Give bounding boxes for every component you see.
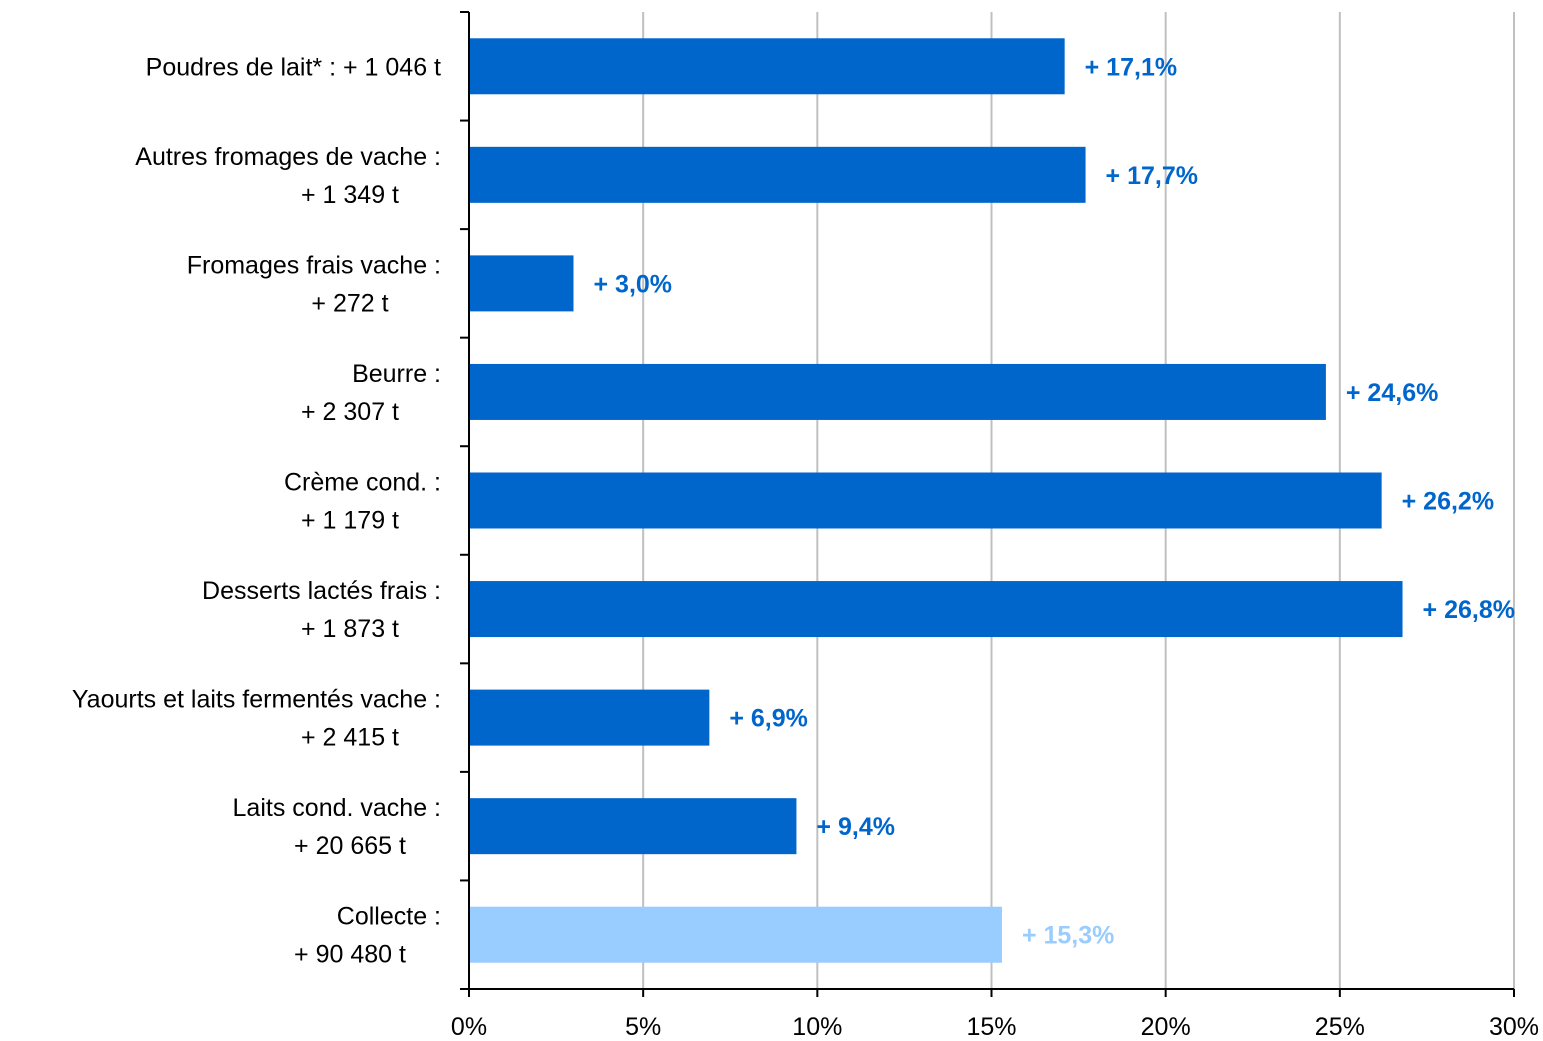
bar [470,146,1086,203]
x-tick-label: 0% [451,1013,487,1041]
axes [460,11,1515,997]
category-label-line: + 90 480 t [294,941,406,969]
category-label-line: + 272 t [311,289,388,317]
category-label-line: + 1 873 t [301,615,399,643]
bar [470,798,797,855]
category-label-line: + 1 349 t [301,181,399,209]
x-tick-label: 15% [966,1013,1016,1041]
data-label: + 17,1% [1085,53,1177,81]
bar [470,363,1326,420]
data-label: + 9,4% [816,813,895,841]
category-label-line: + 20 665 t [294,832,406,860]
category-label-line: Crème cond. : [284,469,441,497]
bar [470,906,1002,963]
category-label-line: + 2 415 t [301,724,399,752]
category-label-line: Autres fromages de vache : [135,143,441,171]
x-tick-label: 30% [1489,1013,1539,1041]
category-label-line: Yaourts et laits fermentés vache : [72,686,441,714]
category-label-line: Collecte : [337,903,441,931]
x-tick-label: 20% [1141,1013,1191,1041]
category-label: Desserts lactés frais : + 1 873 t [202,577,441,643]
data-label: + 3,0% [594,270,673,298]
category-label: Crème cond. : + 1 179 t [284,469,441,535]
data-label: + 17,7% [1106,162,1198,190]
data-label: + 15,3% [1022,922,1114,950]
x-tick-label: 5% [625,1013,661,1041]
labels: 0% 5% 10% 15% 20% 25% 30% + 17,1% Poudres de lai… [72,53,1539,1041]
bar [470,581,1403,638]
category-label-line: Desserts lactés frais : [202,577,441,605]
data-label: + 26,2% [1402,488,1494,516]
bar [470,255,574,312]
category-label-line: + 1 179 t [301,507,399,535]
category-label-line: + 2 307 t [301,398,399,426]
bar [470,472,1382,529]
category-label-line: Laits cond. vache : [233,794,441,822]
category-label: Beurre : + 2 307 t [301,360,441,426]
category-label: Yaourts et laits fermentés vache : + 2 41… [72,686,441,752]
category-label-line: Beurre : [352,360,441,388]
category-label: Collecte : + 90 480 t [294,903,441,969]
category-label: Autres fromages de vache : + 1 349 t [135,143,441,209]
category-label: Poudres de lait* : + 1 046 t [146,53,441,81]
category-label-line: Fromages frais vache : [187,251,441,279]
category-label: Fromages frais vache : + 272 t [187,251,441,317]
x-tick-label: 25% [1315,1013,1365,1041]
data-label: + 6,9% [729,705,808,733]
data-label: + 26,8% [1423,596,1515,624]
x-tick-label: 10% [792,1013,842,1041]
bar [470,689,710,746]
data-label: + 24,6% [1346,379,1438,407]
category-label-line: Poudres de lait* : + 1 046 t [146,53,441,81]
category-label: Laits cond. vache : + 20 665 t [233,794,441,860]
bars [470,38,1403,963]
bar [470,38,1065,95]
